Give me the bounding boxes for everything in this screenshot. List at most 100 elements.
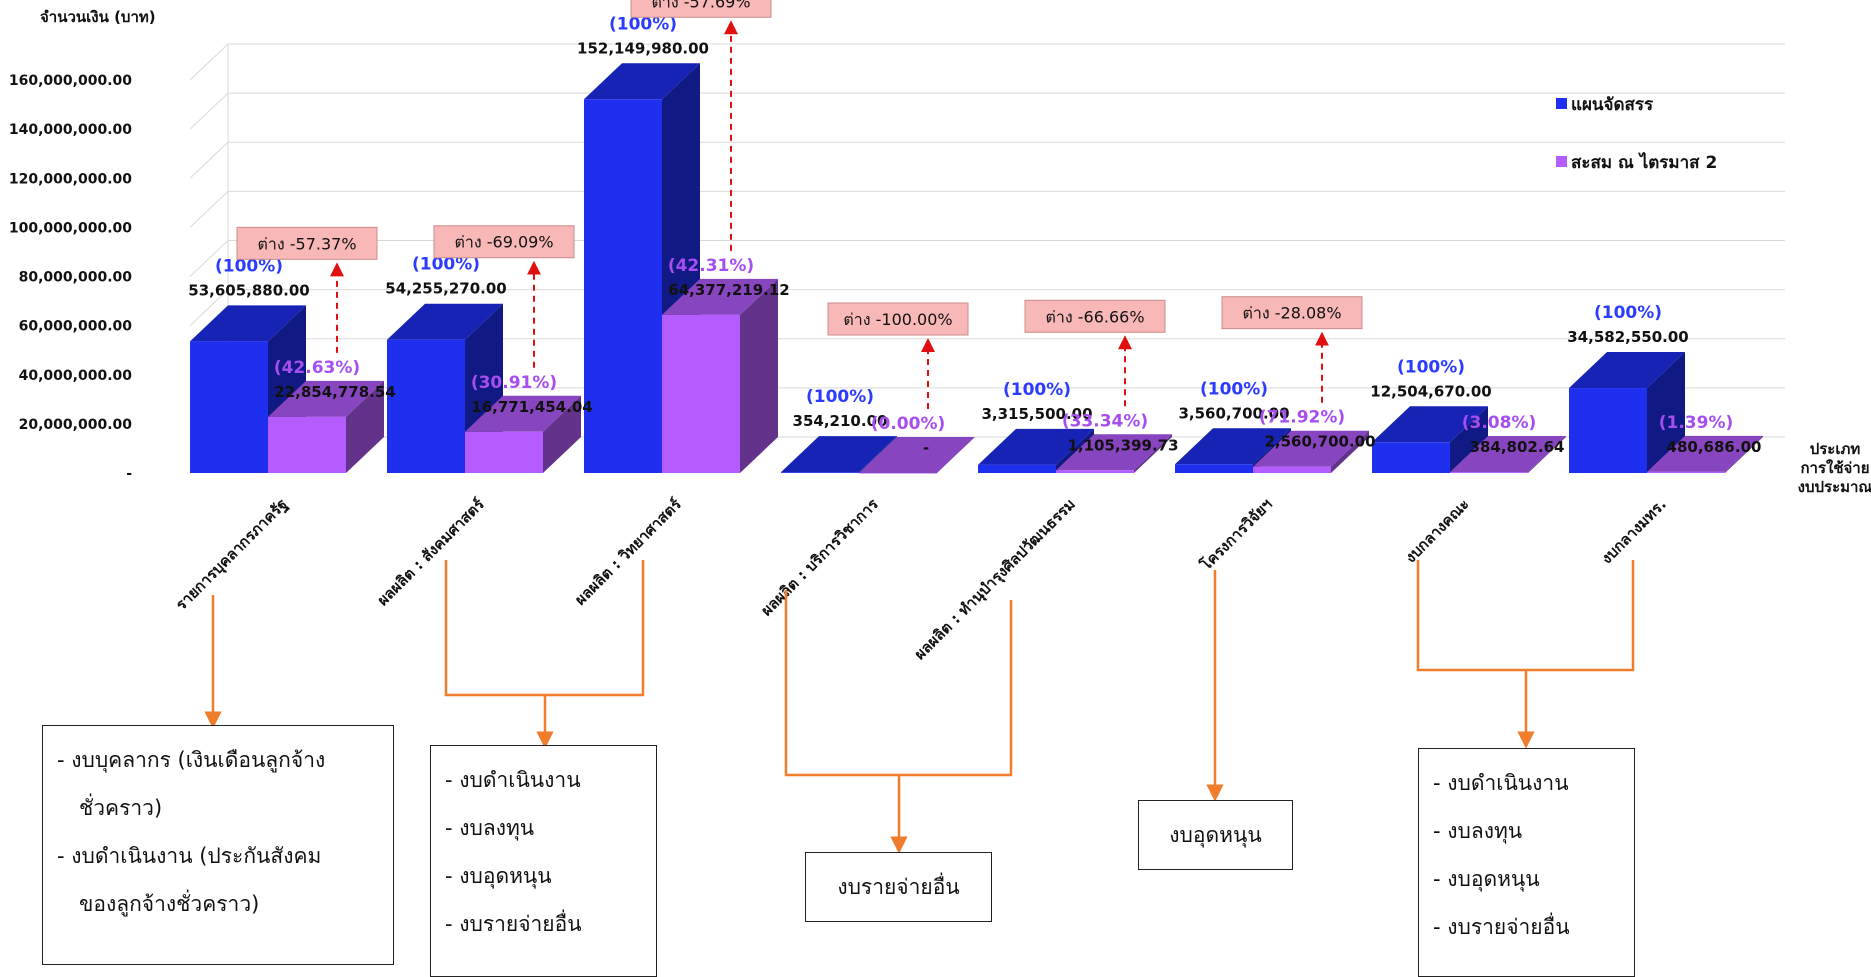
- legend-swatch-accumulated: [1556, 156, 1567, 167]
- diff-box: [433, 225, 575, 259]
- bar-top: [662, 278, 778, 315]
- group-item: - งบรายจ่ายอื่น: [1433, 915, 1570, 939]
- x-category-label: ผลผลิต : ทำนุบำรุงศิลปวัฒนธรรม: [911, 495, 1080, 664]
- x-category-label: งบกลางมทร.: [1597, 495, 1669, 567]
- bar-top: [1569, 352, 1685, 389]
- x-axis-label-line: ประเภท: [1810, 440, 1861, 458]
- group-box-central: - งบดำเนินงาน - งบลงทุน - งบอุดหนุน - งบ…: [1418, 748, 1635, 977]
- bar: [268, 416, 346, 473]
- bar: [781, 472, 859, 473]
- diff-label: ต่าง -28.08%: [1242, 304, 1341, 323]
- legend: แผนจัดสรร สะสม ณ ไตรมาส 2: [1556, 95, 1717, 173]
- bar-side: [1647, 352, 1685, 473]
- x-category-label: รายการบุคลากรภาครัฐ: [172, 495, 291, 614]
- bar-value-label-plan: 354,210.00: [793, 412, 888, 430]
- y-tick-label: -: [126, 466, 132, 482]
- bar-pct-label-accumulated: (3.08%): [1462, 413, 1537, 433]
- annotation-layer: ต่าง -57.37% ต่าง -69.09% ต่าง -57.69% ต่าง…: [236, 0, 1363, 409]
- bar: [1450, 472, 1528, 473]
- diff-box: [827, 302, 969, 336]
- group-item: - งบดำเนินงาน: [1433, 771, 1569, 795]
- bar-value-label-accumulated: 480,686.00: [1667, 438, 1762, 456]
- y-tick-label: 140,000,000.00: [9, 122, 132, 138]
- group-item: งบรายจ่ายอื่น: [837, 874, 960, 899]
- group-item: งบอุดหนุน: [1169, 822, 1262, 847]
- bar-value-label-plan: 3,560,700.00: [1178, 404, 1289, 422]
- bar-layer: [190, 63, 1763, 474]
- bar-value-label-accumulated: 384,802.64: [1470, 438, 1565, 456]
- group-item: - งบลงทุน: [1433, 819, 1523, 843]
- group-item: - งบอุดหนุน: [445, 864, 552, 888]
- x-category-label: ผลผลิต : บริการวิชาการ: [757, 494, 882, 619]
- bar-value-label-accumulated: 1,105,399.73: [1067, 436, 1178, 454]
- bar-value-label-plan: 53,605,880.00: [188, 281, 309, 299]
- grid-line: [189, 191, 229, 228]
- diff-label: ต่าง -66.66%: [1045, 307, 1144, 326]
- y-tick-label: 160,000,000.00: [9, 73, 132, 89]
- diff-label: ต่าง -57.69%: [651, 0, 750, 11]
- bar-side: [740, 278, 778, 473]
- bar-side: [1450, 406, 1488, 473]
- x-axis-label-line: งบประมาณ: [1798, 478, 1871, 496]
- group-connectors: [204, 560, 1635, 854]
- bar-side: [543, 395, 581, 473]
- bar-side: [1134, 434, 1172, 473]
- bar-side: [1331, 430, 1369, 473]
- x-category-label: โครงการวิจัยฯ: [1196, 494, 1276, 574]
- bar: [387, 339, 465, 473]
- connector-group-3: [784, 590, 1013, 777]
- diff-label: ต่าง -69.09%: [454, 233, 553, 252]
- bar-pct-label-accumulated: (42.63%): [274, 358, 360, 378]
- bar-pct-label-accumulated: (71.92%): [1259, 408, 1345, 428]
- y-tick-label: 60,000,000.00: [19, 319, 133, 335]
- bar: [1056, 470, 1134, 473]
- connector-group-2: [444, 560, 645, 697]
- bar-top: [1056, 434, 1172, 471]
- group-box-outputs: - งบดำเนินงาน - งบลงทุน - งบอุดหนุน - งบ…: [430, 745, 657, 977]
- bar-top: [1647, 435, 1763, 472]
- group-item: ชั่วคราว): [79, 796, 163, 820]
- bar-value-label-plan: 34,582,550.00: [1567, 328, 1688, 346]
- bar: [465, 431, 543, 473]
- y-axis-label: จำนวนเงิน (บาท): [40, 8, 156, 26]
- bar-pct-label-plan: (100%): [215, 256, 283, 276]
- y-tick-label: 20,000,000.00: [19, 417, 133, 433]
- bar-side: [1725, 435, 1763, 473]
- bar-value-label-plan: 3,315,500.00: [981, 405, 1092, 423]
- bar-top: [1372, 406, 1488, 443]
- bar-top: [268, 380, 384, 417]
- diff-label: ต่าง -57.37%: [257, 234, 356, 253]
- grid-line: [189, 289, 229, 326]
- group-box-subsidy: งบอุดหนุน: [1138, 800, 1293, 870]
- group-box-other-expense: งบรายจ่ายอื่น: [805, 852, 992, 922]
- x-category-label: งบกลางคณะ: [1401, 495, 1472, 566]
- bar: [190, 341, 268, 473]
- group-item: - งบอุดหนุน: [1433, 867, 1540, 891]
- y-tick-label: 100,000,000.00: [9, 220, 132, 236]
- grid-line: [189, 92, 229, 130]
- bar-pct-label-plan: (100%): [609, 14, 677, 34]
- connector-group-5: [1416, 560, 1635, 672]
- y-tick-label: 80,000,000.00: [19, 270, 133, 286]
- x-category-label: ผลผลิต : วิทยาศาสตร์: [571, 494, 685, 608]
- bar-pct-label-plan: (100%): [806, 387, 874, 407]
- bar-pct-label-accumulated: (0.00%): [871, 414, 946, 434]
- group-item: ของลูกจ้างชั่วคราว): [79, 892, 260, 916]
- bar-top: [781, 436, 897, 473]
- legend-label-accumulated: สะสม ณ ไตรมาส 2: [1571, 152, 1717, 173]
- bar-pct-label-plan: (100%): [1397, 357, 1465, 377]
- diff-box: [236, 226, 378, 260]
- bar: [1569, 388, 1647, 473]
- group-item: - งบลงทุน: [445, 816, 535, 840]
- bar-top: [978, 428, 1094, 465]
- bar-value-label-accumulated: -: [923, 439, 929, 457]
- bar-pct-label-plan: (100%): [1003, 380, 1071, 400]
- bar-pct-label-accumulated: (30.91%): [471, 373, 557, 393]
- diff-box: [1221, 296, 1363, 330]
- grid-line: [189, 141, 229, 179]
- grid-line: [189, 43, 229, 81]
- bar-pct-label-plan: (100%): [1594, 303, 1662, 323]
- bar-pct-label-plan: (100%): [412, 255, 480, 275]
- bar-value-label-accumulated: 64,377,219.12: [668, 281, 789, 299]
